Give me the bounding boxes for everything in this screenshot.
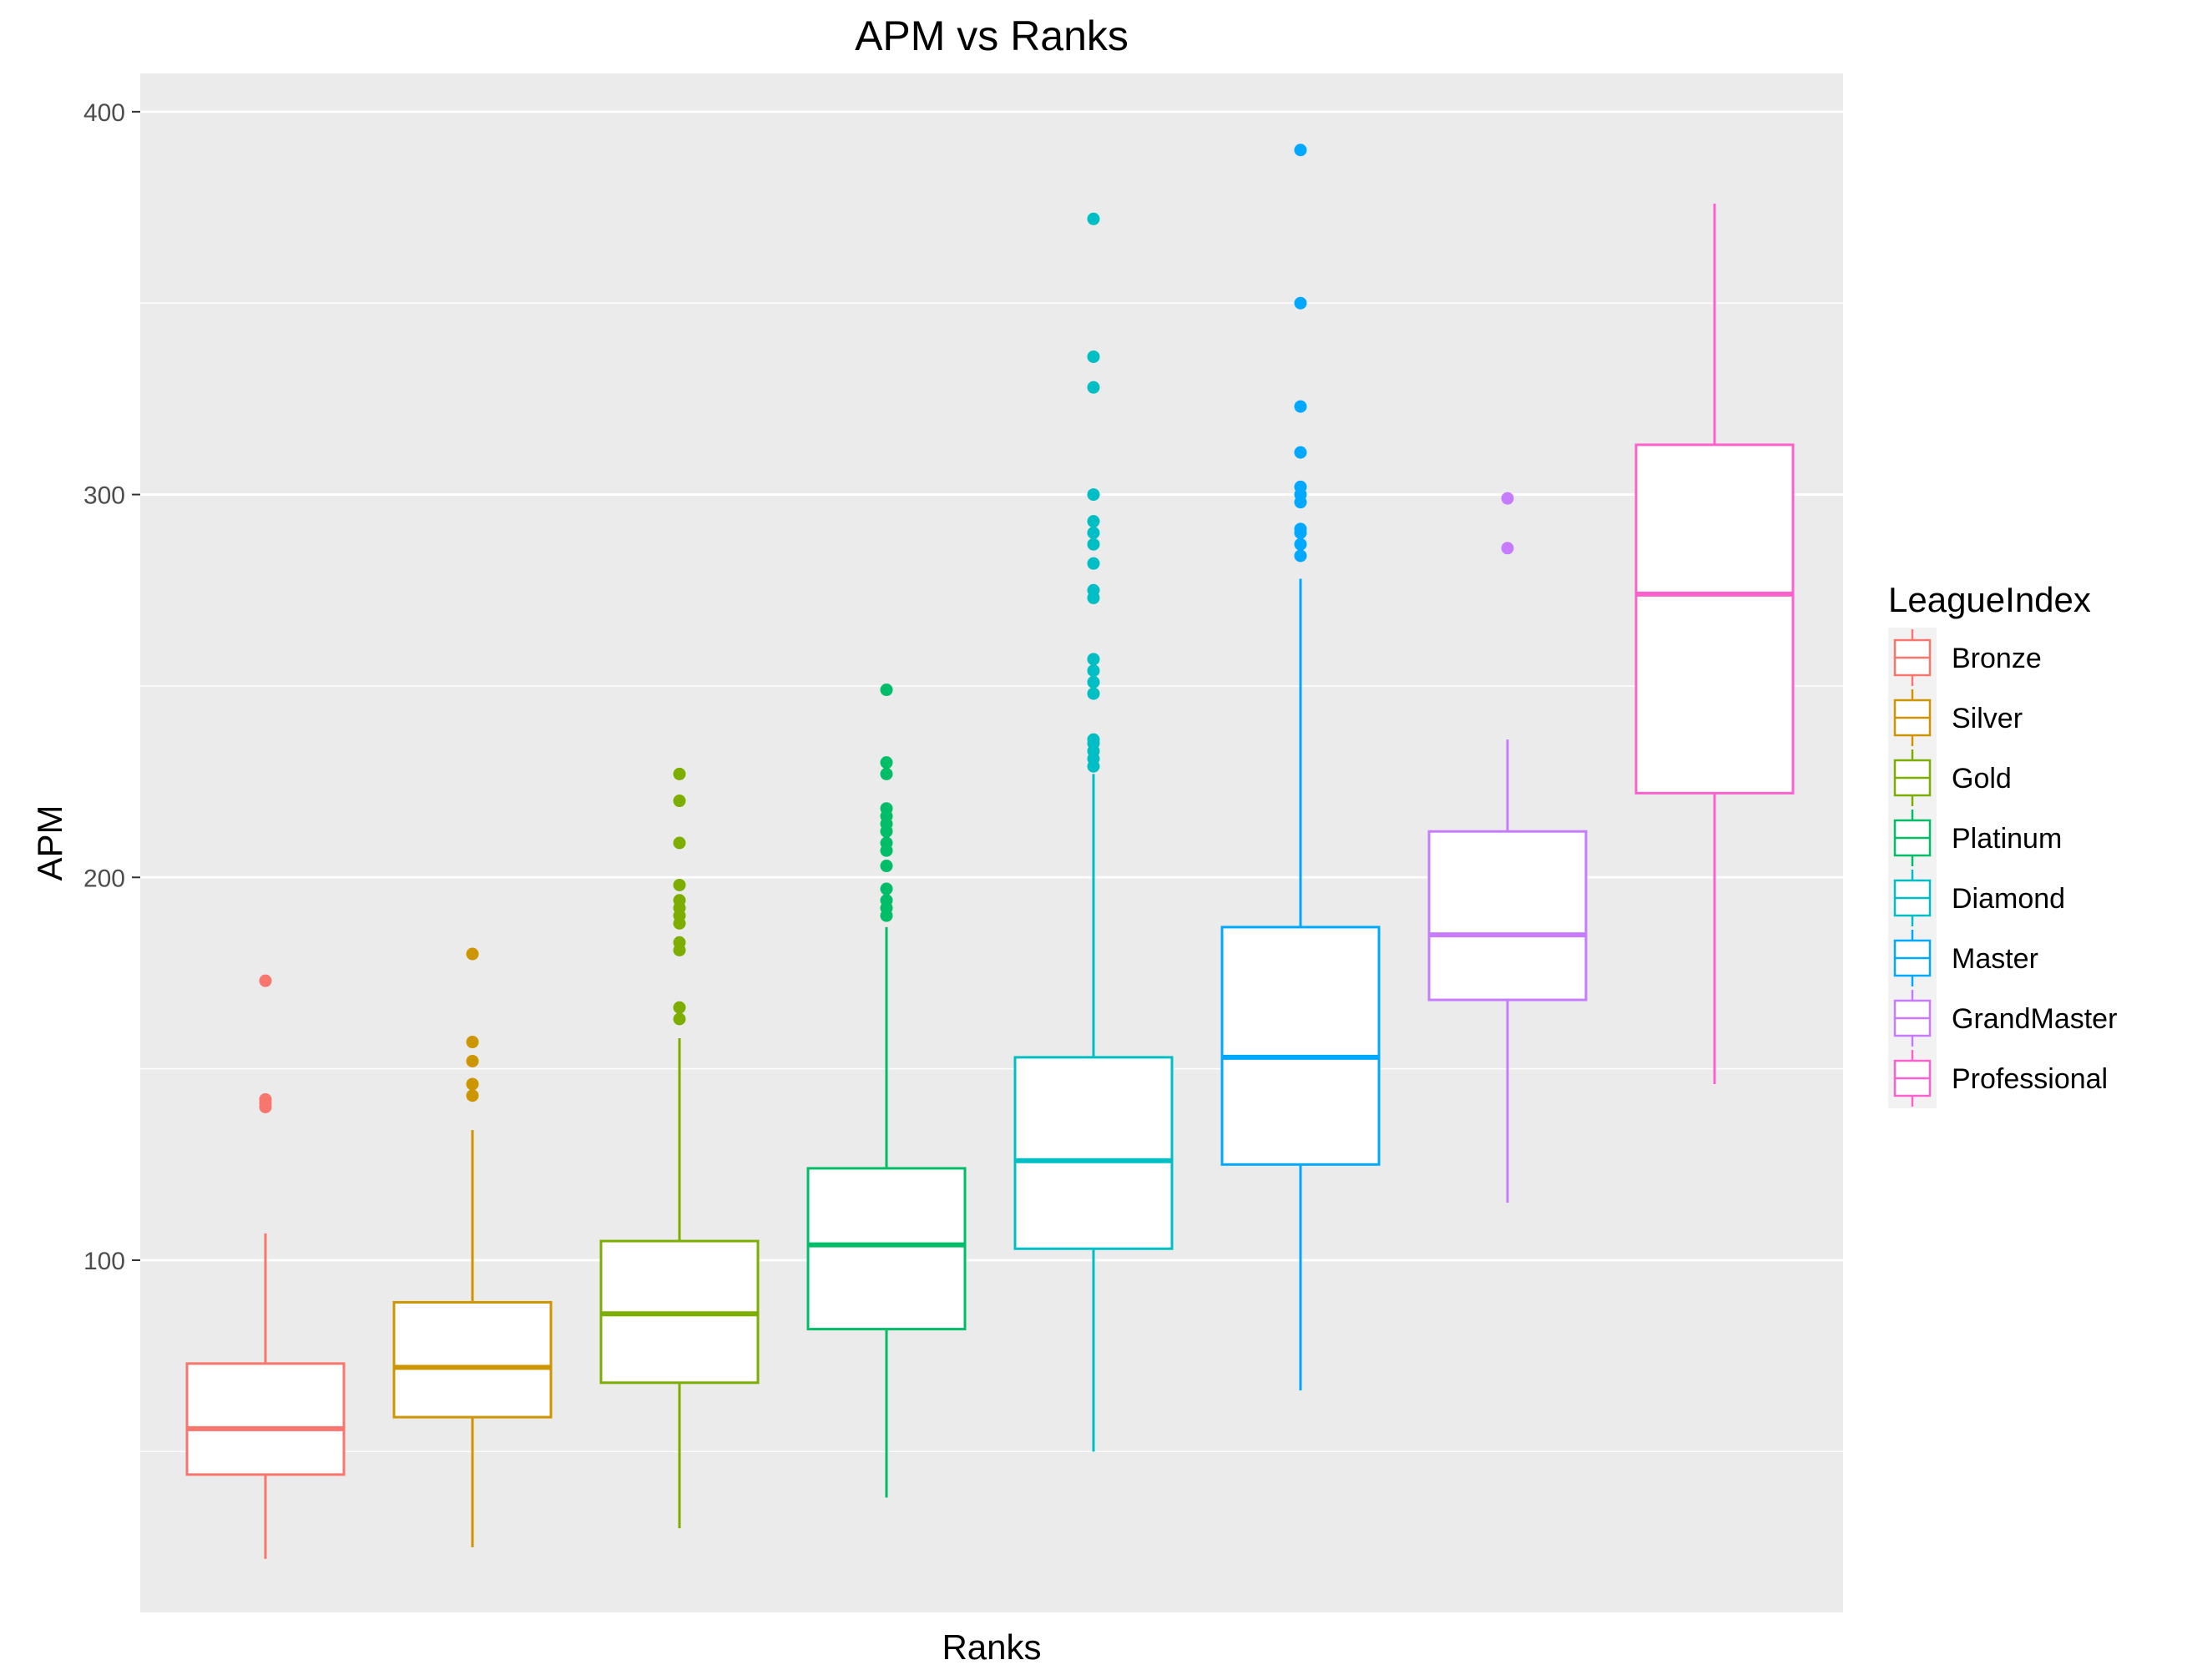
outlier-point [673,936,686,949]
legend-item-silver: Silver [1888,688,2023,748]
legend-item-bronze: Bronze [1888,628,2042,688]
outlier-point [466,1036,479,1049]
outlier-point [1087,381,1100,394]
y-tick-label: 300 [83,482,125,510]
legend-label: Gold [1952,763,2012,795]
legend-item-gold: Gold [1888,748,2012,808]
x-axis-title: Ranks [942,1627,1041,1667]
outlier-point [1087,653,1100,666]
iqr-box [392,1300,553,1419]
legend-label: Silver [1952,703,2023,734]
outlier-point [466,1077,479,1091]
box-professional [1634,203,1795,1084]
iqr-box [1427,830,1588,1001]
outlier-point [466,947,479,961]
outlier-point [880,684,893,697]
legend-title: LeagueIndex [1888,580,2091,619]
legend-item-grandmaster: GrandMaster [1888,988,2117,1048]
outlier-point [673,1001,686,1014]
legend-item-diamond: Diamond [1888,868,2065,928]
outlier-point [1294,296,1307,310]
iqr-box [806,1167,967,1331]
legend-item-professional: Professional [1888,1048,2108,1108]
outlier-point [1087,515,1100,528]
legend-label: Platinum [1952,823,2062,855]
legend: LeagueIndex Bronze Silver Gold Platinum Diam… [1888,580,2117,1108]
legend-label: GrandMaster [1952,1003,2117,1035]
outlier-point [466,1089,479,1102]
outlier-point [1087,675,1100,689]
legend-label: Professional [1952,1063,2108,1095]
iqr-box [1220,926,1381,1166]
y-axis-title: APM [30,805,69,880]
outlier-point [880,894,893,907]
box-grandmaster [1427,492,1588,1203]
outlier-point [880,802,893,815]
outlier-point [1087,583,1100,597]
iqr-box [1013,1056,1174,1250]
outlier-point [1294,537,1307,551]
legend-label: Master [1952,943,2038,975]
outlier-point [1087,526,1100,539]
outlier-point [1087,687,1100,700]
outlier-point [1294,446,1307,459]
outlier-point [259,974,272,987]
legend-label: Diamond [1952,883,2065,915]
outlier-point [1087,733,1100,746]
outlier-point [880,836,893,850]
box-silver [392,947,553,1548]
y-tick-label: 200 [83,865,125,892]
box-platinum [806,684,967,1498]
iqr-box [185,1362,346,1476]
outlier-point [1294,144,1307,157]
box-diamond [1013,212,1174,1452]
outlier-point [1087,212,1100,225]
outlier-point [880,756,893,769]
outlier-point [1087,557,1100,570]
outlier-point [673,1012,686,1026]
outlier-point [1087,350,1100,363]
iqr-box [1634,443,1795,795]
box-master [1220,144,1381,1390]
outlier-point [259,1092,272,1106]
outlier-point [1294,400,1307,413]
outlier-point [673,836,686,850]
outlier-point [1294,480,1307,493]
outlier-point [1087,488,1100,502]
outlier-point [880,882,893,895]
y-tick-label: 400 [83,99,125,127]
outlier-point [673,795,686,808]
legend-label: Bronze [1952,643,2042,674]
outlier-point [1501,542,1514,555]
legend-item-platinum: Platinum [1888,808,2062,868]
outlier-point [673,878,686,891]
y-tick-label: 100 [83,1248,125,1275]
outlier-point [1294,549,1307,563]
outlier-point [880,860,893,873]
outlier-point [466,1054,479,1067]
outlier-point [880,767,893,780]
outlier-point [1294,522,1307,536]
outlier-point [1501,492,1514,505]
chart-title: APM vs Ranks [855,13,1129,59]
outlier-point [1087,664,1100,678]
box-bronze [185,974,346,1559]
outlier-point [673,894,686,907]
outlier-point [673,767,686,780]
box-gold [599,767,760,1529]
outlier-point [1087,537,1100,551]
legend-item-master: Master [1888,928,2038,988]
